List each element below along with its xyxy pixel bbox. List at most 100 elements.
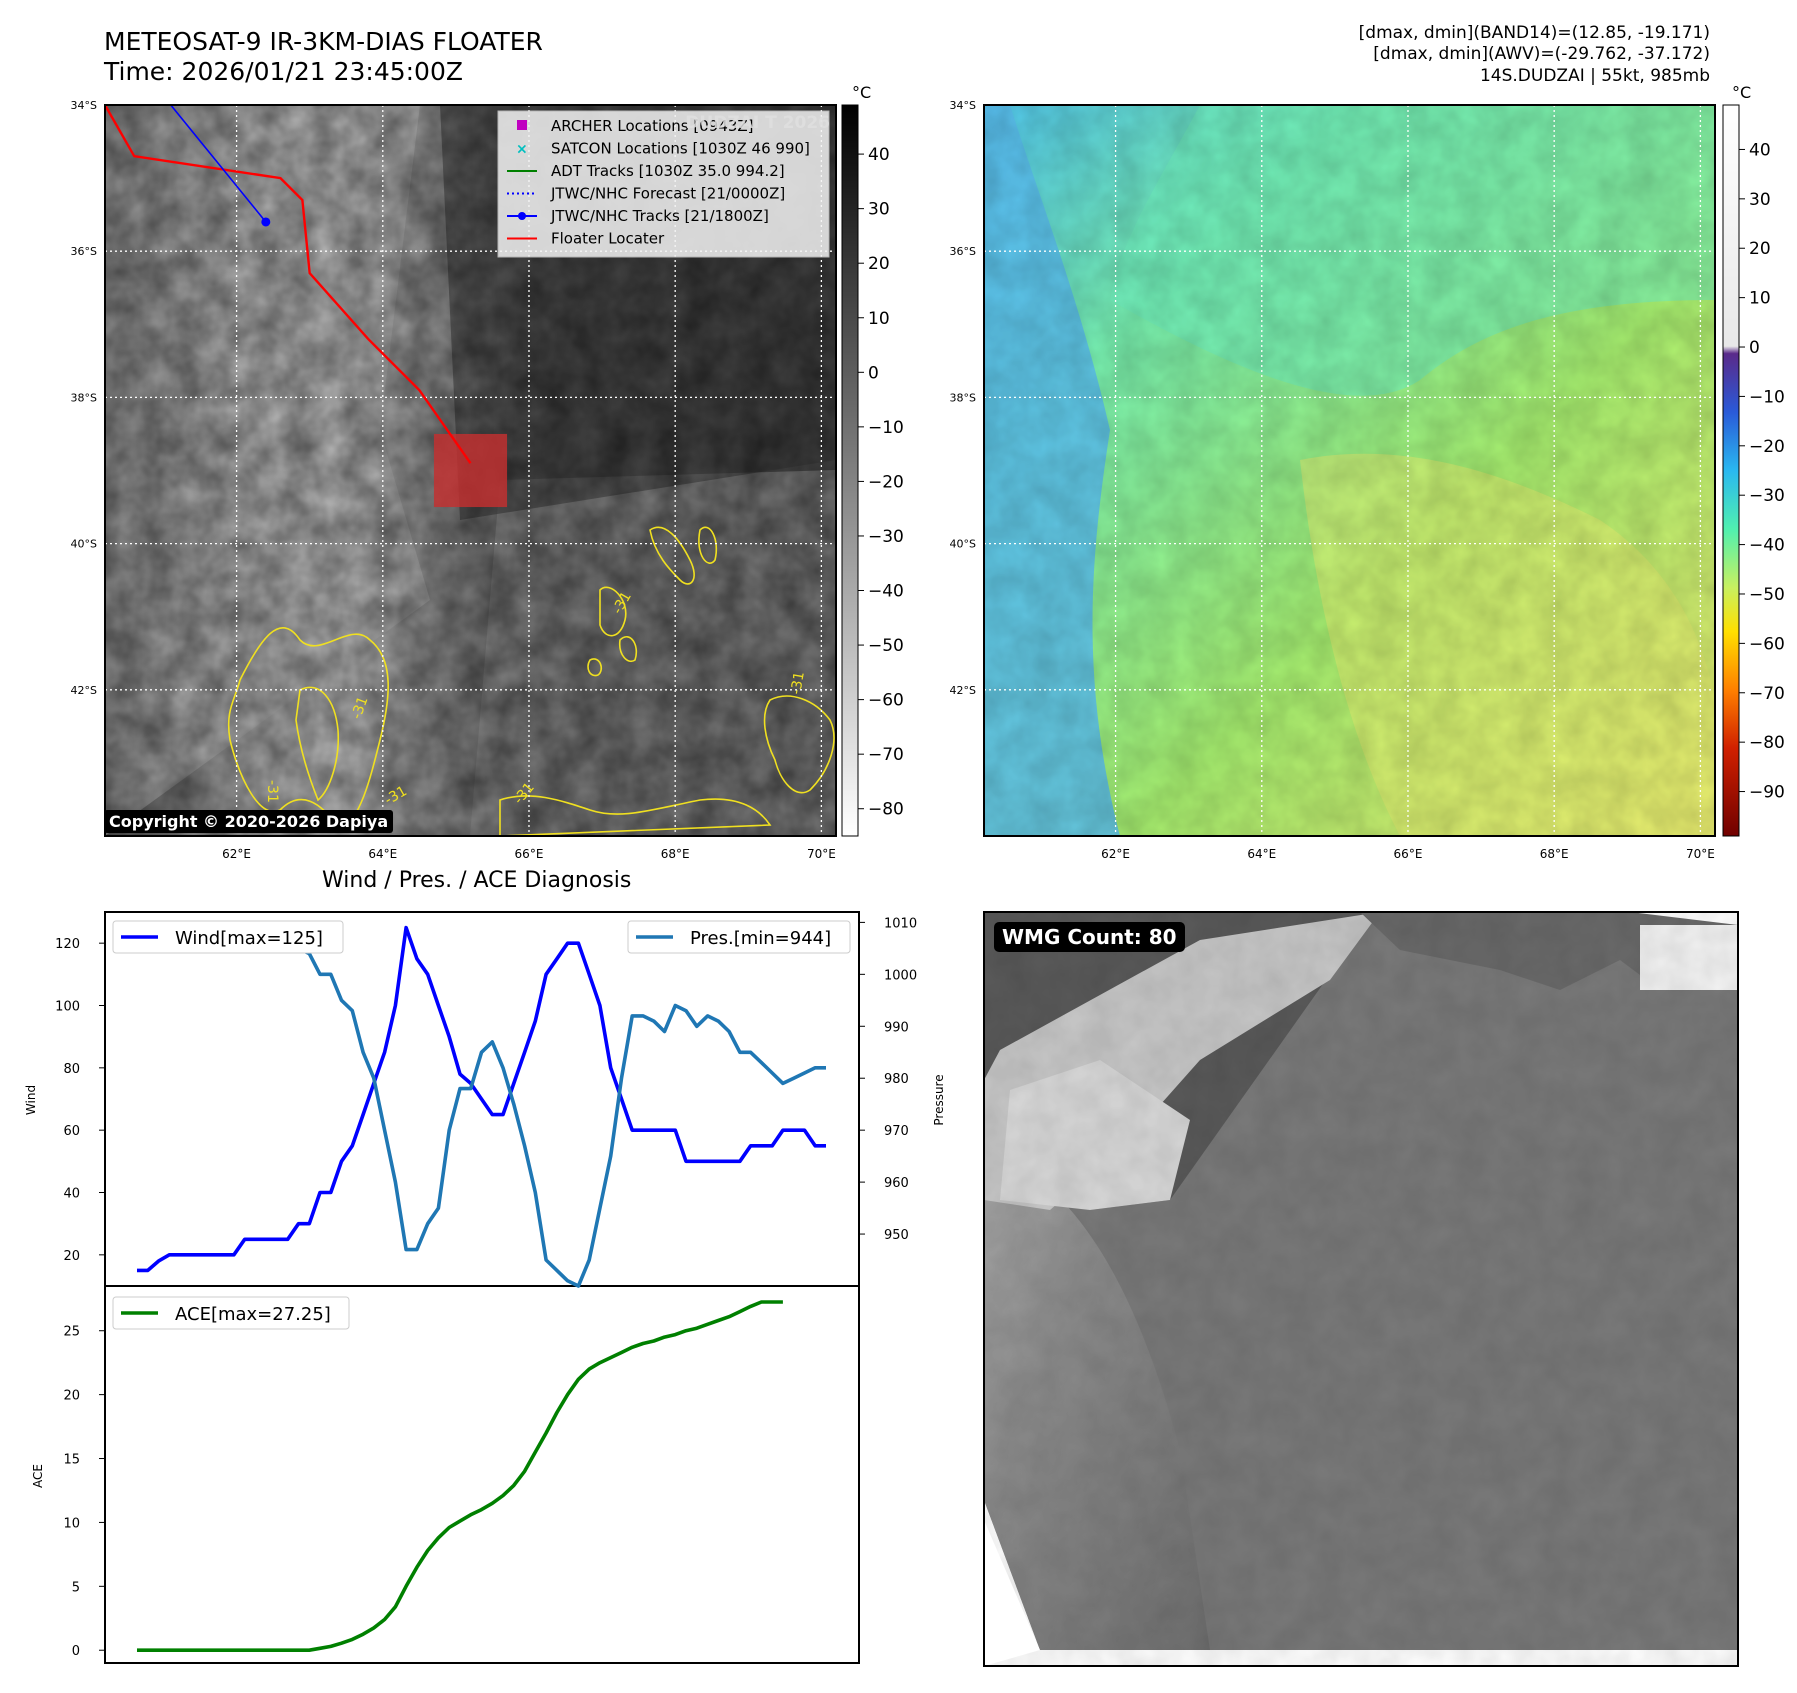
colorbar-tick-label: −30	[1749, 486, 1785, 506]
wmg-frame	[983, 911, 1739, 1667]
axis-tick-label: 1010	[884, 916, 917, 931]
lat-tick-label: 34°S	[71, 99, 97, 112]
copyright-badge: Copyright © 2020-2026 Dapiya	[104, 810, 394, 833]
contour-label: -31	[264, 780, 280, 803]
legend-label: ADT Tracks [1030Z 35.0 994.2]	[551, 162, 785, 180]
ir-frame	[104, 104, 837, 837]
lon-tick-label: 62°E	[222, 847, 251, 861]
axis-tick-label: 980	[884, 1072, 909, 1087]
lon-tick-label: 70°E	[807, 847, 836, 861]
ace-legend: ACE[max=27.25]	[112, 1296, 350, 1330]
awv-frame	[983, 104, 1716, 837]
wind-axis-ticks: 20 40 60 80 100 120	[55, 937, 105, 1264]
jtwc-track-point	[261, 217, 271, 227]
awv-colorbar-unit: °C	[1732, 83, 1752, 102]
wind-axis-label: Wind	[24, 1085, 38, 1115]
ace-series-line	[137, 1300, 783, 1652]
pressure-axis-ticks: 950 960 970 980 990 1000 1010	[859, 916, 917, 1243]
axis-tick-label: 120	[55, 937, 80, 952]
figure-title: METEOSAT-9 IR-3KM-DIAS FLOATER	[104, 27, 543, 56]
colorbar-tick-label: −70	[868, 745, 904, 765]
figure-time: Time: 2026/01/21 23:45:00Z	[104, 57, 463, 86]
wmg-panel	[983, 911, 1739, 1667]
axis-tick-label: 950	[884, 1228, 909, 1243]
legend-item: JTWC/NHC Tracks [21/1800Z]	[507, 207, 769, 225]
lat-tick-label: 36°S	[71, 245, 97, 258]
legend-label: Floater Locater	[551, 230, 665, 248]
lat-tick-label: 40°S	[950, 538, 976, 551]
colorbar-tick-label: −10	[1749, 387, 1785, 407]
colorbar-tick-label: −50	[868, 636, 904, 656]
watermark: DUDZAI T 2026	[685, 113, 830, 133]
axis-tick-label: 60	[63, 1124, 80, 1139]
wind-legend: Wind[max=125]	[112, 920, 344, 954]
lon-tick-label: 62°E	[1101, 847, 1130, 861]
colorbar-tick-label: −10	[868, 418, 904, 438]
awv-range: [dmax, dmin](AWV)=(-29.762, -37.172)	[1373, 44, 1710, 64]
awv-lat-labels: 34°S 36°S 38°S 40°S 42°S	[950, 99, 976, 697]
legend-item: JTWC/NHC Forecast [21/0000Z]	[507, 185, 785, 203]
legend-label: JTWC/NHC Tracks [21/1800Z]	[550, 207, 769, 225]
ir-colorbar-ticks: 40 30 20 10 0 −10 −20 −30 −40 −50 −60 −70 −80	[858, 145, 904, 820]
colorbar-tick-label: −80	[868, 800, 904, 820]
ir-colorbar	[841, 104, 859, 837]
lat-tick-label: 42°S	[950, 684, 976, 697]
colorbar-tick-label: −70	[1749, 684, 1785, 704]
storm-summary: 14S.DUDZAI | 55kt, 985mb	[1479, 66, 1710, 86]
lon-tick-label: 64°E	[368, 847, 397, 861]
axis-tick-label: 970	[884, 1124, 909, 1139]
lon-tick-label: 66°E	[515, 847, 544, 861]
ir-lat-labels: 34°S 36°S 38°S 40°S 42°S	[71, 99, 97, 697]
lat-tick-label: 40°S	[71, 538, 97, 551]
jtwc-track	[170, 104, 267, 223]
colorbar-tick-label: −40	[868, 582, 904, 602]
colorbar-tick-label: 10	[868, 309, 890, 329]
lon-tick-label: 70°E	[1686, 847, 1715, 861]
colorbar-tick-label: −90	[1749, 783, 1785, 803]
ace-axes	[104, 1285, 860, 1664]
axis-tick-label: 990	[884, 1020, 909, 1035]
lon-tick-label: 66°E	[1394, 847, 1423, 861]
svg-text:×: ×	[516, 142, 528, 158]
cold-cloud-contours: -31-31 -31 -31-31-31	[227, 526, 835, 836]
colorbar-tick-label: −60	[1749, 634, 1785, 654]
axis-tick-label: 100	[55, 1000, 80, 1015]
lon-tick-label: 64°E	[1247, 847, 1276, 861]
colorbar-tick-label: −40	[1749, 536, 1785, 556]
pressure-legend: Pres.[min=944]	[627, 920, 851, 954]
colorbar-tick-label: 0	[1749, 338, 1760, 358]
ir-colorbar-unit: °C	[852, 83, 872, 102]
legend-item: Floater Locater	[507, 230, 665, 248]
colorbar-tick-label: 30	[868, 200, 890, 220]
colorbar-tick-label: 30	[1749, 190, 1771, 210]
awv-colorbar-ticks: 40 30 20 10 0 −10 −20 −30 −40 −50 −60 −70 −80 −90	[1739, 140, 1785, 803]
colorbar-tick-label: −60	[868, 691, 904, 711]
legend-item: ADT Tracks [1030Z 35.0 994.2]	[507, 162, 785, 180]
legend-label: JTWC/NHC Forecast [21/0000Z]	[550, 185, 785, 203]
svg-text:Pres.[min=944]: Pres.[min=944]	[690, 928, 831, 949]
lon-tick-label: 68°E	[1540, 847, 1569, 861]
axis-tick-label: 40	[63, 1187, 80, 1202]
contour-label: -31	[788, 670, 808, 695]
axis-tick-label: 15	[63, 1453, 80, 1468]
colorbar-tick-label: −80	[1749, 733, 1785, 753]
pressure-axis-label: Pressure	[932, 1074, 946, 1125]
wmg-count-badge: WMG Count: 80	[994, 922, 1185, 952]
ir-lon-labels: 62°E 64°E 66°E 68°E 70°E	[222, 847, 836, 861]
ir-panel: -31-31 -31 -31-31-31 34°S36°S38°S40°S42°S …	[71, 99, 904, 861]
colorbar-tick-label: 10	[1749, 289, 1771, 309]
wind-series-line	[137, 925, 826, 1273]
colorbar-tick-label: 20	[1749, 239, 1771, 259]
lat-tick-label: 38°S	[71, 391, 97, 404]
colorbar-tick-label: 40	[1749, 140, 1771, 160]
axis-tick-label: 0	[72, 1644, 80, 1659]
lon-tick-label: 68°E	[661, 847, 690, 861]
colorbar-tick-label: 0	[868, 363, 879, 383]
colorbar-tick-label: 40	[868, 145, 890, 165]
contour-label: -31	[349, 694, 372, 721]
ace-axis-label: ACE	[31, 1464, 45, 1488]
axis-tick-label: 20	[63, 1389, 80, 1404]
colorbar-tick-label: −20	[868, 472, 904, 492]
colorbar-tick-label: −30	[868, 527, 904, 547]
colorbar-tick-label: 20	[868, 254, 890, 274]
